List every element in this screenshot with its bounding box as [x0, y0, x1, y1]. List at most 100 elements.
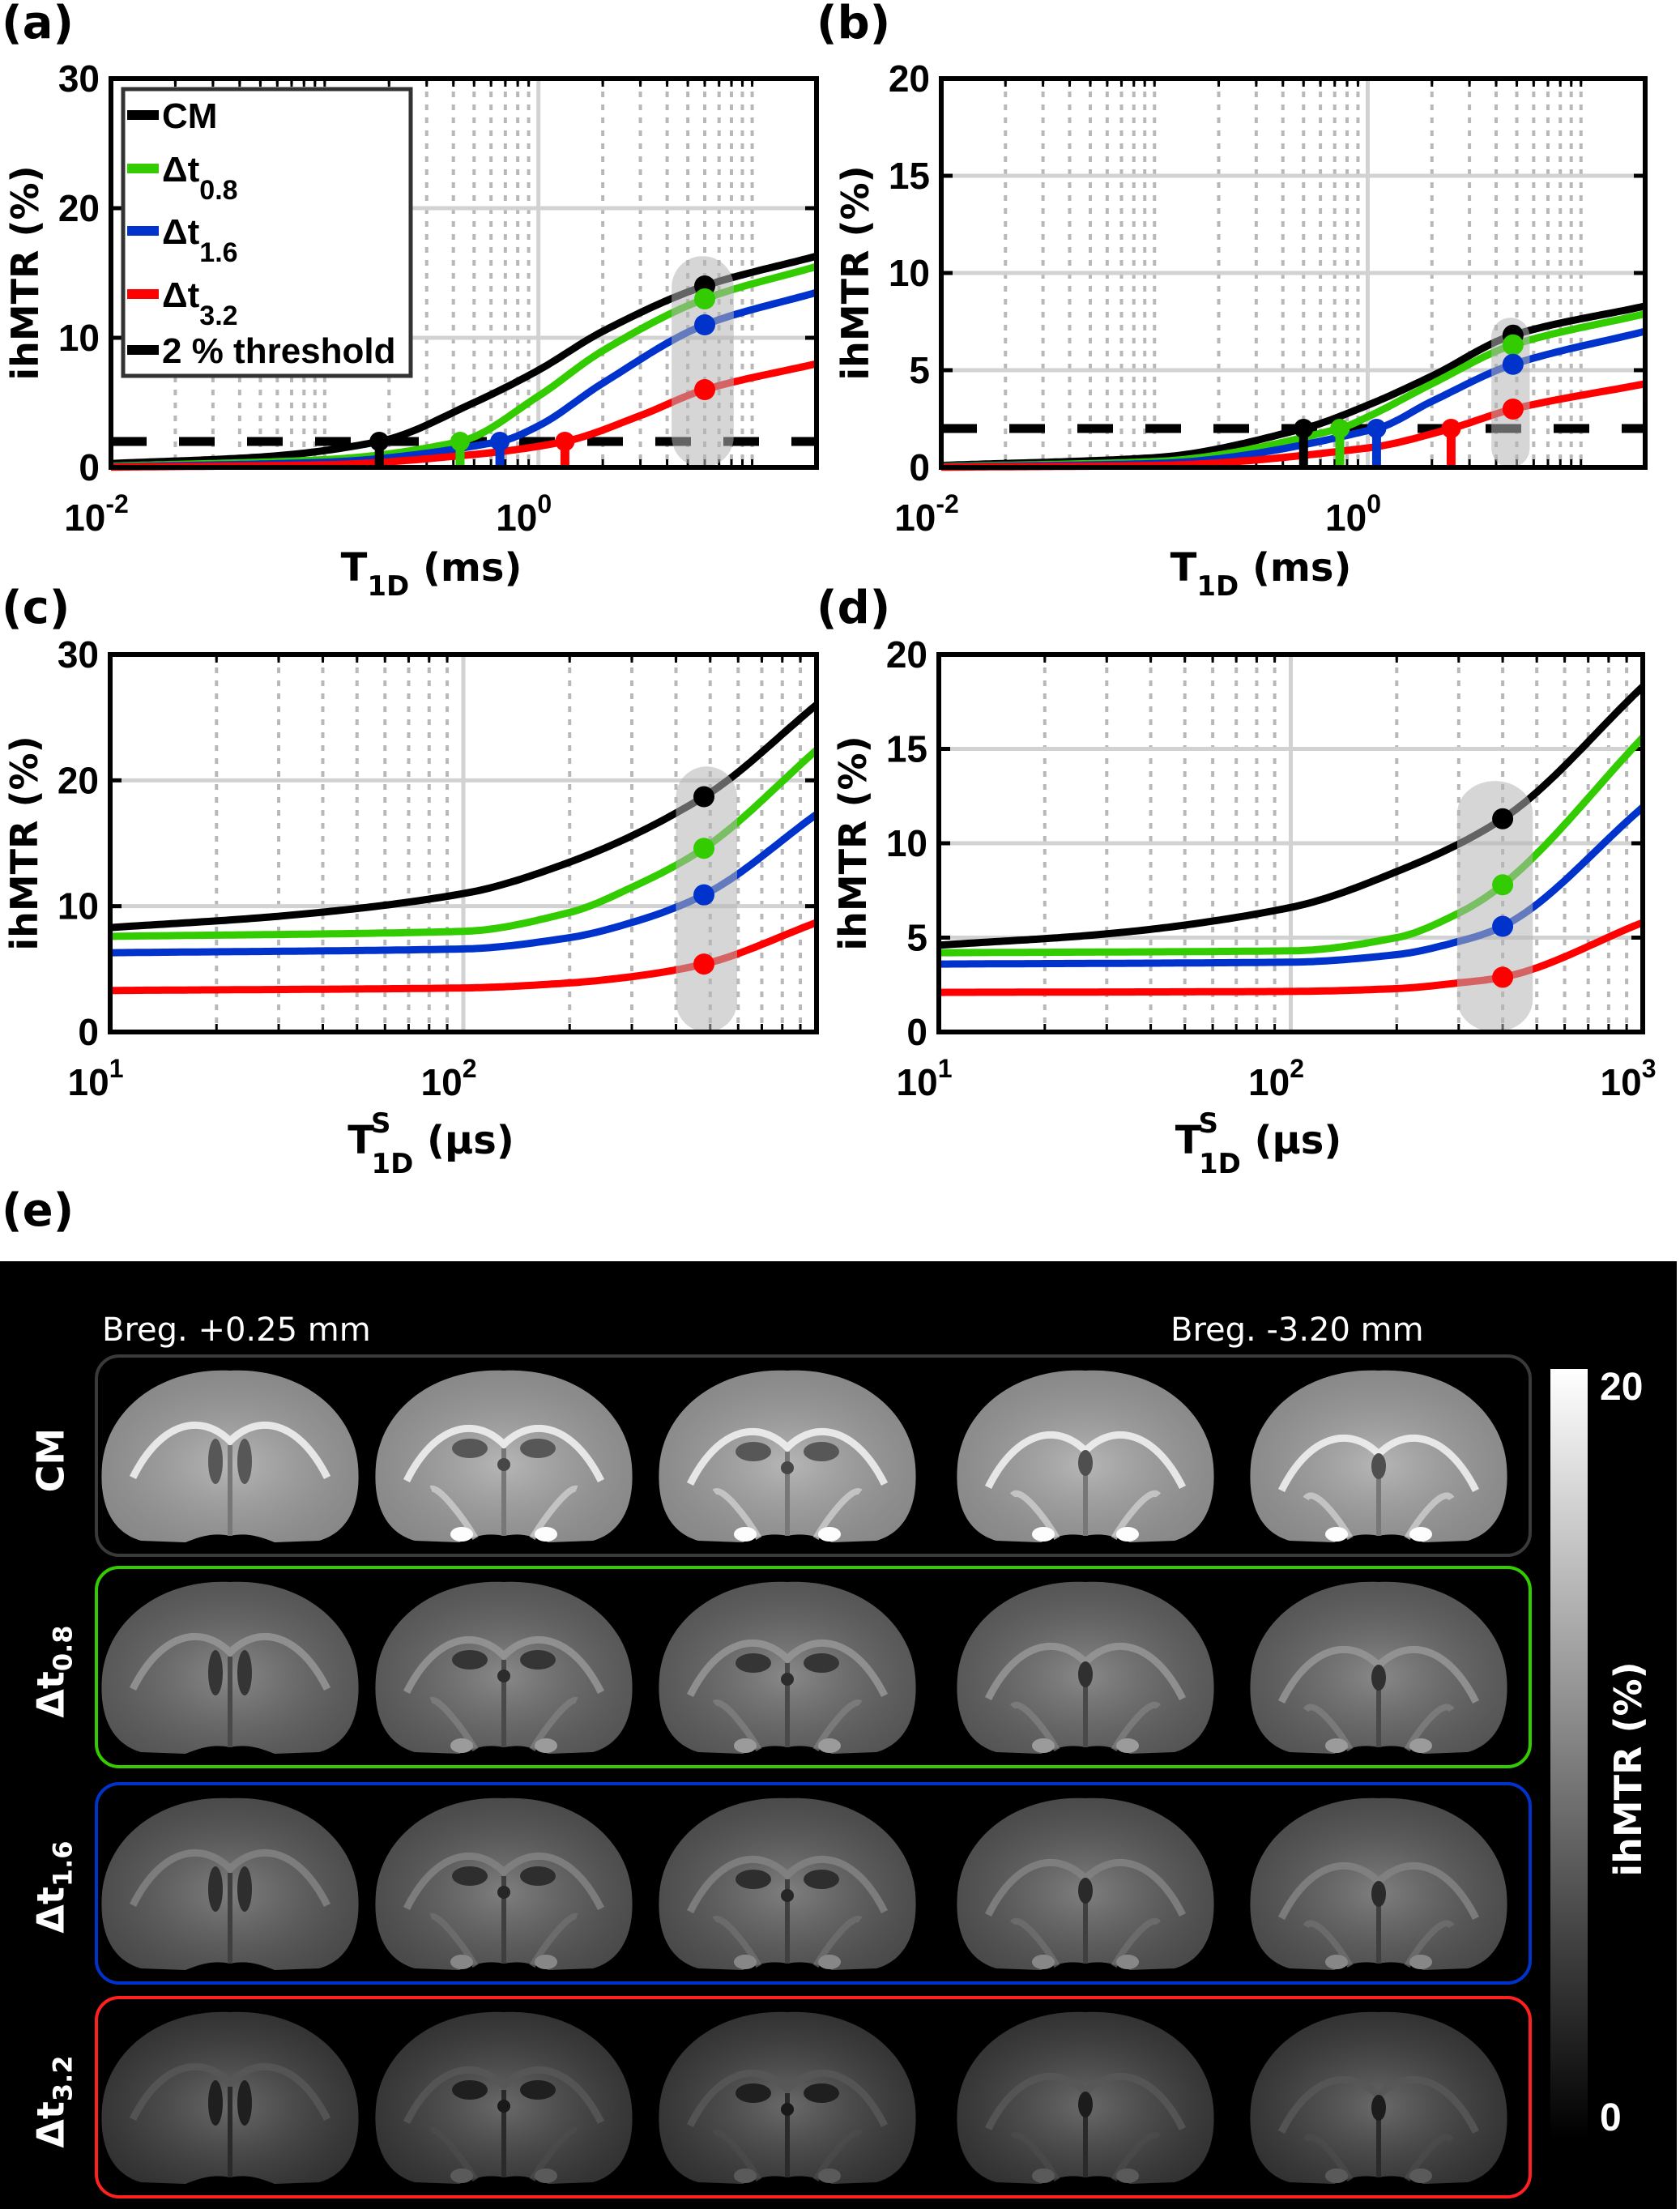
- corpus-callosum: [403, 2066, 605, 2125]
- bright-spot: [818, 1527, 841, 1542]
- y-tick-label: 20: [58, 759, 99, 801]
- ventricle: [1078, 1661, 1093, 1687]
- highlight-band: [1456, 781, 1533, 1032]
- corpus-callosum: [686, 1427, 889, 1486]
- bright-spot: [1325, 1527, 1348, 1542]
- highlight-band: [1491, 318, 1530, 467]
- y-tick-label: 30: [58, 58, 100, 100]
- ventricle: [452, 1439, 488, 1458]
- bright-spot: [535, 2168, 557, 2183]
- corpus-callosum: [403, 1852, 605, 1911]
- brain-slice: [957, 1797, 1214, 1970]
- threshold-marker: [1367, 419, 1387, 438]
- row-label-dt16: Δt1.6: [28, 1840, 79, 1934]
- data-marker: [693, 786, 715, 808]
- ventricle: [1078, 1450, 1093, 1476]
- y-tick-label: 0: [906, 1011, 927, 1053]
- bright-spot: [1325, 2168, 1348, 2183]
- threshold-marker: [1330, 419, 1350, 438]
- ventricle: [452, 2080, 488, 2100]
- corpus-callosum: [403, 1424, 605, 1483]
- threshold-marker: [1294, 419, 1314, 438]
- data-marker: [694, 314, 716, 335]
- brain-slice: [957, 2011, 1214, 2184]
- highlight-band: [672, 256, 734, 467]
- y-tick-label: 20: [889, 58, 930, 100]
- y-tick-label: 0: [78, 1011, 99, 1053]
- bright-spot: [1032, 1955, 1055, 1969]
- ventricle: [208, 1439, 223, 1484]
- corpus-callosum: [403, 1635, 605, 1695]
- y-tick-label: 5: [909, 349, 930, 391]
- y-tick-label: 15: [889, 155, 930, 197]
- brain-slice: [1250, 1797, 1507, 1970]
- brain-slice: [659, 1370, 916, 1542]
- y-tick-label: 10: [886, 822, 927, 864]
- threshold-marker: [450, 432, 471, 451]
- row-label-dt32: Δt3.2: [28, 2055, 79, 2148]
- ventricle: [208, 1650, 223, 1695]
- ventricle: [804, 1870, 839, 1889]
- brain-slice: [659, 1581, 916, 1754]
- ventricle: [736, 1870, 771, 1889]
- bright-spot: [818, 1738, 841, 1753]
- bright-spot: [734, 2168, 757, 2183]
- ventricle: [804, 2083, 839, 2103]
- legend-entry: 2 % threshold: [162, 331, 396, 371]
- bright-spot: [818, 1955, 841, 1969]
- ventricle: [781, 2103, 794, 2116]
- brain-slice: [101, 1370, 359, 1542]
- chart-panel-d: 101 102 103 0 5 10 15 20 ihMTR (%) TS 1D (μs): [831, 633, 1656, 1180]
- brain-slice: [1250, 1581, 1507, 1754]
- bright-spot: [450, 2168, 473, 2183]
- brain-slice: [1250, 2011, 1507, 2184]
- ventricle: [520, 1439, 556, 1458]
- y-tick-label: 0: [79, 446, 100, 488]
- panel-label-a: (a): [2, 0, 74, 49]
- ventricle: [497, 1670, 510, 1682]
- ventricle: [1371, 1453, 1386, 1479]
- x-tick-label: 100: [1325, 489, 1381, 539]
- y-tick-label: 10: [889, 252, 930, 294]
- bright-spot: [1409, 1955, 1432, 1969]
- chart-panel-a: 10-2 100 0 10 20 30 ihMTR (%) T1D (ms) CM Δt0.8 Δt…: [3, 58, 819, 603]
- threshold-marker: [1441, 419, 1461, 438]
- row-frame: [95, 1354, 1532, 1557]
- ventricle: [736, 1653, 771, 1673]
- colorbar-min-label: 0: [1600, 2096, 1622, 2139]
- ventricle: [1371, 1881, 1386, 1907]
- ventricle: [208, 1866, 223, 1912]
- bright-spot: [1409, 1527, 1432, 1542]
- y-axis-label: ihMTR (%): [2, 736, 46, 950]
- x-tick-label: 100: [496, 489, 552, 539]
- bright-spot: [450, 1527, 473, 1542]
- chart-panel-b: 10-2 100 0 5 10 15 20 ihMTR (%) T1D (ms): [834, 58, 1648, 603]
- data-marker: [694, 288, 716, 309]
- bright-spot: [535, 1955, 557, 1969]
- ventricle: [1078, 2092, 1093, 2117]
- y-axis-label: ihMTR (%): [3, 165, 47, 380]
- brain-map-panel: Breg. +0.25 mm Breg. -3.20 mm CM Δt0.8 Δ…: [0, 1261, 1677, 2209]
- ventricle: [781, 1889, 794, 1902]
- bright-spot: [1116, 1738, 1139, 1753]
- ventricle: [497, 1458, 510, 1471]
- x-tick-label: 101: [68, 1054, 124, 1103]
- ventricle: [804, 1442, 839, 1461]
- brain-slice: [957, 1581, 1214, 1754]
- bright-spot: [1116, 1955, 1139, 1969]
- corpus-callosum: [129, 1421, 331, 1480]
- corpus-callosum: [129, 2062, 331, 2122]
- bright-spot: [1325, 1955, 1348, 1969]
- row-frame: [95, 1566, 1532, 1768]
- panel-label-b: (b): [817, 0, 891, 49]
- row-label-dt08: Δt0.8: [28, 1625, 79, 1718]
- y-axis-label: ihMTR (%): [834, 165, 877, 380]
- data-marker: [1492, 874, 1514, 896]
- brain-slice: [375, 1581, 633, 1754]
- y-tick-label: 20: [58, 187, 100, 229]
- data-marker: [1502, 334, 1524, 356]
- ventricle: [497, 2100, 510, 2113]
- legend-entry: Δt1.6: [162, 212, 238, 268]
- data-marker: [693, 953, 715, 975]
